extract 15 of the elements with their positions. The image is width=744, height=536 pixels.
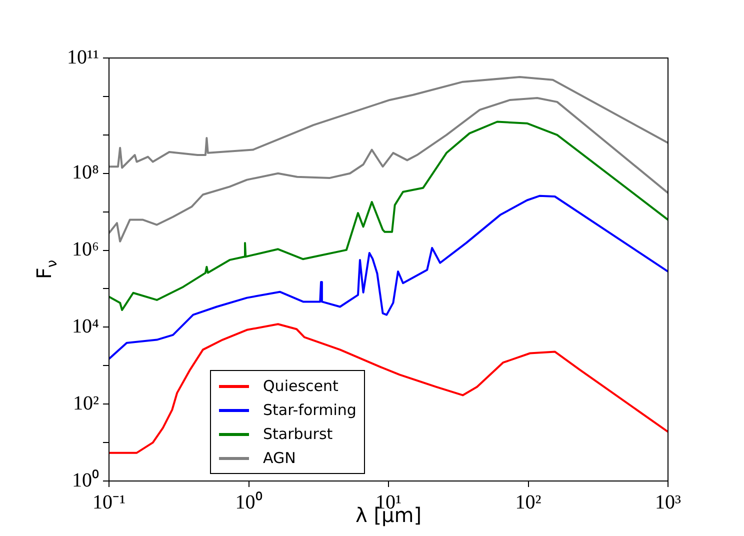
legend-label: Star-forming (263, 401, 356, 419)
legend-label: AGN (263, 449, 296, 467)
y-tick-label: 10⁴ (72, 315, 100, 338)
y-tick-label: 10⁰ (72, 468, 99, 492)
x-tick-label: 10² (515, 491, 542, 514)
x-tick-label: 10⁻¹ (92, 491, 126, 514)
y-tick-label: 10¹¹ (67, 46, 99, 68)
y-tick-label: 10⁶ (72, 238, 100, 261)
y-axis-title: Fν (32, 260, 61, 280)
y-tick-label: 10² (73, 392, 99, 414)
x-tick-label: 10⁰ (235, 490, 262, 514)
y-tick-label: 10⁸ (72, 162, 100, 184)
legend-label: Starburst (263, 425, 333, 443)
x-tick-label: 10³ (655, 491, 681, 514)
legend-label: Quiescent (263, 377, 338, 395)
